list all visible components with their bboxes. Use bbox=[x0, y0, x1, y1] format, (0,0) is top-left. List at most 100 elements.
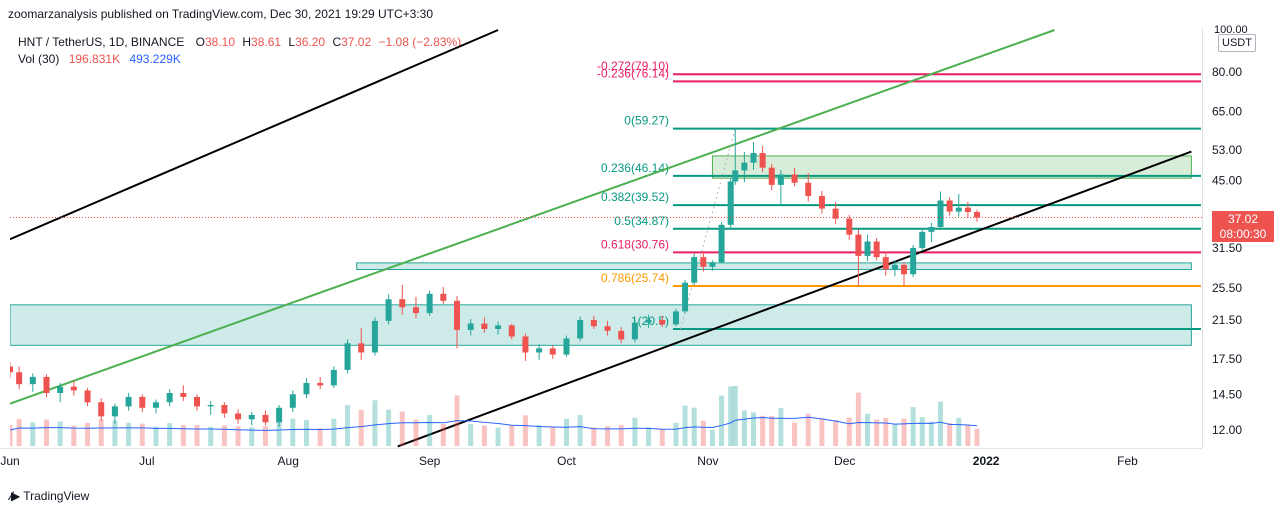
footer-brand[interactable]: ⁄▶ TradingView bbox=[10, 489, 89, 503]
fib-label-0: -0.272(79.10) bbox=[597, 59, 669, 73]
candle-body bbox=[467, 323, 474, 330]
price-tick: 17.50 bbox=[1212, 352, 1242, 366]
volume-bar bbox=[673, 422, 679, 446]
price-tick: 45.00 bbox=[1212, 174, 1242, 188]
candle-body bbox=[577, 319, 584, 339]
symbol-label[interactable]: HNT / TetherUS, 1D, BINANCE bbox=[18, 35, 185, 49]
price-tick: 21.50 bbox=[1212, 313, 1242, 327]
volume-bar bbox=[563, 418, 569, 446]
candle-body bbox=[727, 181, 734, 225]
candle-body bbox=[974, 212, 980, 218]
volume-ma-value: 493.229K bbox=[129, 52, 181, 66]
tradingview-logo-icon: ⁄▶ bbox=[10, 489, 20, 503]
volume-bar bbox=[386, 409, 392, 446]
price-tick: 25.50 bbox=[1212, 281, 1242, 295]
volume-bar bbox=[98, 419, 104, 446]
low-label: L bbox=[288, 35, 296, 49]
candle-body bbox=[289, 394, 296, 408]
candle-body bbox=[16, 372, 23, 385]
volume-bar bbox=[605, 426, 611, 446]
candle-body bbox=[344, 343, 351, 370]
volume-bar bbox=[30, 422, 36, 446]
volume-bar bbox=[792, 422, 798, 446]
high-value: 38.61 bbox=[251, 35, 282, 49]
volume-bar bbox=[153, 426, 159, 446]
candle-body bbox=[759, 153, 766, 168]
volume-bar bbox=[85, 422, 91, 446]
volume-bar bbox=[769, 416, 775, 446]
volume-bar bbox=[112, 420, 118, 446]
volume-bar bbox=[468, 424, 474, 446]
candle-body bbox=[454, 300, 461, 330]
candle-body bbox=[317, 382, 324, 386]
volume-bar bbox=[965, 424, 971, 446]
candle-body bbox=[440, 293, 447, 301]
candle-body bbox=[426, 293, 433, 314]
plot-area[interactable]: -0.272(79.10)-0.236(76.14) 0(59.27) 0.236(… bbox=[7, 29, 1202, 448]
candle-body bbox=[777, 174, 784, 185]
volume-bar bbox=[372, 400, 378, 446]
candle-body bbox=[928, 226, 935, 232]
candle-body bbox=[508, 325, 515, 337]
volume-bar bbox=[833, 420, 839, 446]
candle-body bbox=[846, 218, 853, 235]
volume-bar bbox=[221, 425, 227, 446]
candle-body bbox=[901, 264, 908, 275]
time-tick: 2022 bbox=[973, 454, 1000, 468]
volume-bar bbox=[495, 427, 501, 446]
volume-bar bbox=[194, 424, 200, 446]
volume-bar bbox=[846, 417, 852, 446]
candle-body bbox=[330, 369, 337, 386]
volume-bar bbox=[892, 424, 898, 446]
price-tick: 12.00 bbox=[1212, 423, 1242, 437]
price-tick: 14.50 bbox=[1212, 387, 1242, 401]
time-tick: Dec bbox=[834, 454, 855, 468]
volume-bar bbox=[577, 415, 583, 446]
volume-bar bbox=[413, 419, 419, 446]
candle-body bbox=[412, 307, 419, 314]
candle-body bbox=[358, 343, 365, 353]
volume-bar bbox=[290, 418, 296, 446]
volume-bar bbox=[700, 420, 706, 446]
time-tick: Jul bbox=[139, 454, 154, 468]
volume-bar bbox=[778, 408, 784, 446]
candle-body bbox=[590, 319, 597, 327]
trendline-1 bbox=[10, 29, 1055, 405]
currency-button[interactable]: USDT bbox=[1218, 34, 1256, 52]
high-label: H bbox=[242, 35, 252, 49]
candle-body bbox=[855, 234, 862, 256]
volume-label[interactable]: Vol (30) bbox=[18, 52, 60, 66]
volume-bar bbox=[331, 418, 337, 446]
candle-body bbox=[10, 366, 13, 373]
volume-bar bbox=[865, 413, 871, 446]
candle-body bbox=[125, 396, 132, 407]
volume-bar bbox=[741, 410, 747, 446]
candle-body bbox=[385, 299, 392, 321]
fib-label-6: 0.618(30.76) bbox=[601, 237, 669, 251]
volume-bar bbox=[719, 395, 725, 446]
candle-body bbox=[709, 262, 716, 267]
time-tick: Oct bbox=[557, 454, 576, 468]
volume-bar bbox=[919, 417, 925, 446]
volume-bar bbox=[427, 414, 433, 446]
open-value: 38.10 bbox=[204, 35, 235, 49]
volume-bar bbox=[139, 423, 145, 446]
volume-bar bbox=[709, 429, 715, 446]
volume-bar bbox=[509, 425, 515, 446]
candle-body bbox=[910, 247, 917, 275]
candle-body bbox=[152, 402, 159, 408]
last-price-tag: 37.02 bbox=[1212, 211, 1274, 227]
price-tick: 53.00 bbox=[1212, 143, 1242, 157]
candle-body bbox=[631, 322, 638, 340]
candle-body bbox=[70, 386, 77, 391]
candle-body bbox=[262, 414, 269, 423]
time-tick: Aug bbox=[278, 454, 299, 468]
candle-body bbox=[672, 311, 679, 325]
volume-bar bbox=[618, 424, 624, 446]
volume-bar bbox=[43, 419, 49, 446]
candle-body bbox=[235, 413, 242, 420]
candle-body bbox=[891, 264, 898, 270]
volume-bar bbox=[249, 427, 255, 446]
price-tick-top: 100.00 bbox=[1214, 24, 1248, 36]
